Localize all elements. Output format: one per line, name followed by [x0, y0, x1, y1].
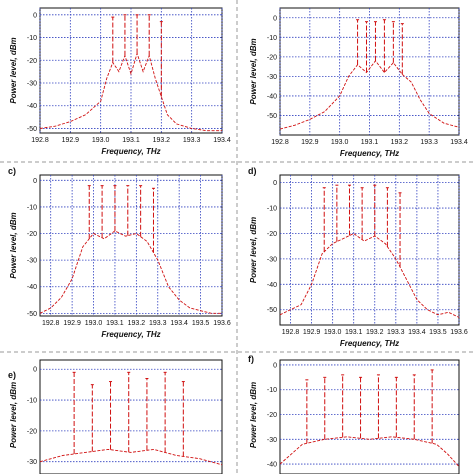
x-tick-label: 193.0 [324, 329, 342, 336]
x-tick-label: 193.3 [183, 137, 201, 144]
y-tick-label: -40 [267, 282, 277, 289]
panel-label: d) [248, 166, 257, 176]
y-tick-label: -30 [27, 459, 37, 466]
series-envelope-line [279, 232, 460, 318]
y-tick-label: -50 [267, 307, 277, 314]
y-tick-label: -20 [27, 428, 37, 435]
x-tick-label: 193.1 [345, 329, 363, 336]
x-axis-label: Frequency, THz [101, 330, 160, 339]
y-tick-label: -40 [27, 103, 37, 110]
plot-frame [279, 174, 460, 326]
x-tick-label: 192.8 [282, 329, 300, 336]
plot-frame [39, 174, 223, 317]
x-tick-label: 193.2 [391, 139, 409, 146]
y-tick-label: -40 [267, 462, 277, 469]
y-axis-label: Power level, dBm [9, 212, 18, 278]
plot-frame [39, 359, 223, 474]
x-tick-label: 193.6 [213, 320, 231, 327]
y-tick-label: -10 [27, 398, 37, 405]
y-tick-label: -20 [267, 231, 277, 238]
x-tick-label: 192.9 [303, 329, 321, 336]
y-tick-label: -40 [27, 284, 37, 291]
y-axis-label: Power level, dBm [249, 217, 258, 283]
y-tick-label: -20 [27, 58, 37, 65]
y-tick-label: -20 [27, 231, 37, 238]
x-tick-label: 193.0 [331, 139, 349, 146]
y-tick-label: -10 [267, 35, 277, 42]
panel-f: 0 -10 -20 -30 -40 Power level, dBm f) [248, 354, 460, 474]
x-tick-label: 193.2 [128, 320, 146, 327]
y-tick-label: -20 [267, 54, 277, 61]
x-tick-label: 193.4 [170, 320, 188, 327]
y-tick-label: -50 [267, 113, 277, 120]
x-axis-label: Frequency, THz [340, 149, 399, 158]
y-axis-label: Power level, dBm [9, 37, 18, 103]
y-tick-label: 0 [33, 178, 37, 185]
y-tick-label: 0 [33, 12, 37, 19]
x-tick-label: 192.8 [42, 320, 60, 327]
panel-label: e) [8, 370, 16, 380]
x-tick-label: 192.8 [31, 137, 49, 144]
x-tick-label: 193.4 [408, 329, 426, 336]
y-tick-label: -30 [267, 256, 277, 263]
y-tick-label: -40 [267, 93, 277, 100]
y-tick-label: -50 [27, 311, 37, 318]
x-tick-label: 193.1 [122, 137, 140, 144]
plot-frame [279, 359, 460, 474]
x-tick-label: 193.1 [106, 320, 124, 327]
y-tick-label: -10 [267, 387, 277, 394]
y-tick-label: -30 [267, 437, 277, 444]
panel-label: f) [248, 354, 254, 364]
panel-b: 0 -10 -20 -30 -40 -50 192.8 192.9 193.0 193.1 193.… [249, 7, 468, 158]
x-tick-label: 192.9 [63, 320, 81, 327]
y-tick-label: -50 [27, 126, 37, 133]
x-axis-label: Frequency, THz [340, 339, 399, 348]
x-tick-label: 193.5 [429, 329, 447, 336]
x-tick-label: 193.2 [366, 329, 384, 336]
panel-a: 0 -10 -20 -30 -40 -50 192.8 192.9 193.0 193.1 193.… [9, 7, 231, 156]
series-envelope-line [39, 52, 222, 132]
panel-label: c) [8, 166, 16, 176]
x-tick-label: 192.9 [62, 137, 80, 144]
series-envelope-line [279, 436, 460, 467]
y-axis-label: Power level, dBm [9, 382, 18, 448]
y-tick-label: -20 [267, 412, 277, 419]
series-envelope-line [279, 60, 460, 130]
y-tick-label: 0 [273, 180, 277, 187]
x-tick-label: 193.4 [450, 139, 468, 146]
x-axis-label: Frequency, THz [101, 147, 160, 156]
x-tick-label: 193.3 [387, 329, 405, 336]
y-tick-label: -30 [267, 74, 277, 81]
x-tick-label: 193.4 [213, 137, 231, 144]
series-envelope-line [39, 448, 223, 466]
y-tick-label: 0 [273, 15, 277, 22]
y-axis-label: Power level, dBm [249, 38, 258, 104]
y-tick-label: 0 [33, 367, 37, 374]
x-tick-label: 193.2 [153, 137, 171, 144]
y-tick-label: 0 [273, 362, 277, 369]
panel-c: 0 -10 -20 -30 -40 -50 192.8 192.9 193.0 193.1 193.… [8, 166, 231, 339]
x-tick-label: 192.8 [271, 139, 289, 146]
x-tick-label: 193.0 [85, 320, 103, 327]
x-tick-label: 193.0 [92, 137, 110, 144]
y-tick-label: -10 [267, 206, 277, 213]
x-tick-label: 193.1 [361, 139, 379, 146]
y-axis-label: Power level, dBm [249, 382, 258, 448]
panel-e: 0 -10 -20 -30 Power level, dBm e) [8, 359, 223, 474]
x-tick-label: 193.6 [450, 329, 468, 336]
x-tick-label: 192.9 [301, 139, 319, 146]
y-tick-label: -10 [27, 204, 37, 211]
x-tick-label: 193.3 [420, 139, 438, 146]
x-tick-label: 193.5 [192, 320, 210, 327]
x-tick-label: 193.3 [149, 320, 167, 327]
y-tick-label: -30 [27, 81, 37, 88]
y-tick-label: -30 [27, 258, 37, 265]
y-tick-label: -10 [27, 35, 37, 42]
series-envelope-line [39, 230, 222, 314]
